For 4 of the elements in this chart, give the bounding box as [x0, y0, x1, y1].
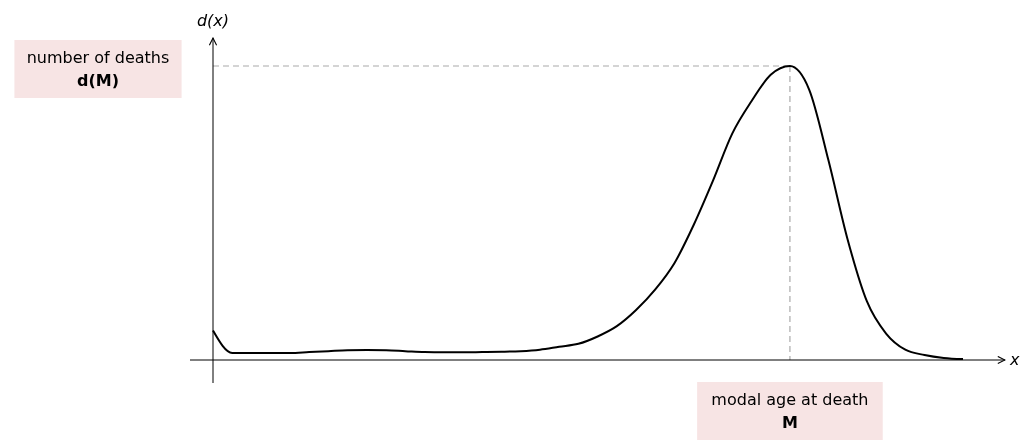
- x-axis-title: x: [1009, 350, 1020, 369]
- ref-line-label: number of deaths d(M): [26, 48, 170, 91]
- text: modal age at death M: [711, 390, 869, 433]
- y-axis-title: d(x): [196, 11, 230, 30]
